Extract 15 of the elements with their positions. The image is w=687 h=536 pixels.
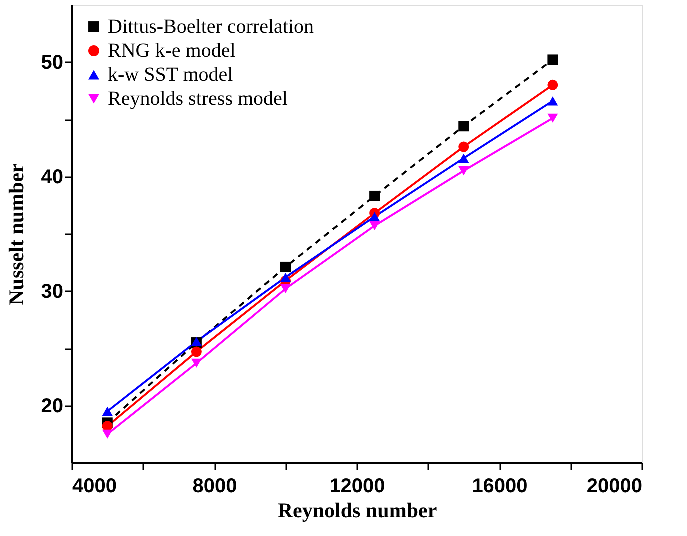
x-tick-label: 12000 [330, 476, 386, 498]
x-tick-label: 16000 [472, 476, 528, 498]
y-tick-label: 20 [41, 395, 64, 418]
legend-label: k-w SST model [108, 64, 234, 86]
x-tick-label: 20000 [586, 476, 642, 498]
y-axis-title: Nusselt number [4, 164, 28, 306]
y-tick-label: 30 [41, 280, 64, 303]
x-axis-title: Reynolds number [278, 498, 438, 522]
legend-label: RNG k-e model [108, 40, 236, 62]
legend-label: Dittus-Boelter correlation [108, 16, 314, 38]
y-tick-label: 40 [41, 166, 64, 188]
legend-label: Reynolds stress model [108, 88, 288, 110]
x-tick-label: 8000 [192, 476, 238, 498]
x-tick-label: 4000 [72, 476, 117, 498]
y-tick-label: 50 [41, 52, 64, 74]
